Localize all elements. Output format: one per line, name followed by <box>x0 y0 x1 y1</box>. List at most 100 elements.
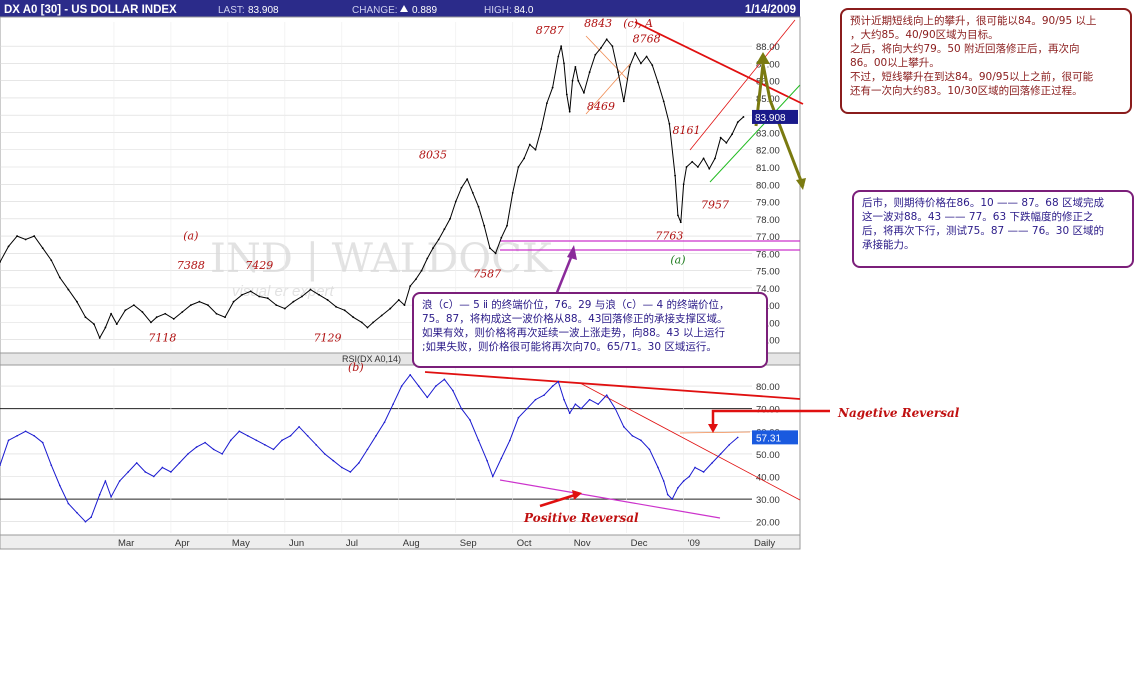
rsi-point <box>272 448 275 451</box>
price-point <box>172 318 175 320</box>
rsi-point <box>426 396 429 399</box>
rsi-point <box>392 403 394 405</box>
x-tick-label: May <box>232 538 250 549</box>
pointer-arrow-head <box>567 245 577 260</box>
rsi-point <box>127 471 129 473</box>
price-point <box>426 257 429 260</box>
price-point <box>164 312 167 315</box>
price-tick-label: 75.00 <box>756 267 780 278</box>
x-tick-label: Nov <box>574 538 591 549</box>
price-point <box>41 247 44 250</box>
note-top-line: 之后，将向大约79。50 附近回落修正后，再次向 <box>850 43 1080 55</box>
price-point <box>414 278 417 281</box>
rsi-point <box>298 425 300 428</box>
wave-label: 7129 <box>314 331 342 344</box>
price-point <box>16 235 18 237</box>
rsi-point <box>0 464 1 466</box>
price-point <box>731 133 733 136</box>
price-point <box>403 304 406 307</box>
price-point <box>115 323 118 326</box>
price-tick-label: 80.00 <box>756 180 780 191</box>
rsi-point <box>41 441 44 444</box>
rsi-point <box>24 430 27 433</box>
channel-upper-red <box>689 19 796 151</box>
price-point <box>594 53 597 56</box>
rsi-point <box>383 421 386 424</box>
price-point <box>617 71 620 73</box>
rsi-point <box>161 466 164 469</box>
rsi-point <box>500 457 503 460</box>
rsi-point <box>509 439 511 442</box>
negative-reversal-arrow <box>711 409 830 428</box>
rsi-point <box>90 516 92 518</box>
rsi-point <box>358 462 360 464</box>
x-tick-label: Apr <box>175 538 190 549</box>
wave-label: 8469 <box>587 100 615 113</box>
rsi-point <box>170 471 172 473</box>
price-point <box>565 93 568 96</box>
wave-label: 7763 <box>655 230 683 243</box>
rsi-point <box>366 448 369 451</box>
price-point <box>343 309 346 312</box>
price-point <box>366 326 369 329</box>
price-point <box>50 259 53 262</box>
rsi-tick-label: 50.00 <box>756 450 780 461</box>
x-tick-label: Sep <box>460 538 477 549</box>
note-top-line: 不过，短线攀升在到达84。90/95以上之前，很可能 <box>850 71 1094 83</box>
wave-b-label: (b) <box>348 361 364 374</box>
rsi-point <box>33 435 35 437</box>
rsi-tick-label: 20.00 <box>756 518 780 529</box>
rsi-tick-label: 40.00 <box>756 472 780 483</box>
rsi-point <box>657 466 659 469</box>
price-tick-label: 77.00 <box>756 232 780 243</box>
header-high-value: 84.0 <box>514 5 534 16</box>
header-change-value: 0.889 <box>412 5 437 16</box>
rsi-point <box>135 462 138 464</box>
price-point <box>249 290 252 293</box>
price-point <box>500 236 503 239</box>
price-point <box>207 304 209 307</box>
price-point <box>215 312 218 315</box>
rsi-down-trendline-thin <box>579 382 801 501</box>
price-point <box>517 166 520 168</box>
positive-reversal-label: Positive Reversal <box>523 511 639 525</box>
rsi-point <box>67 502 70 505</box>
price-point <box>528 143 531 146</box>
rsi-orange-line <box>679 431 751 434</box>
price-point <box>577 79 580 82</box>
note-mid: 后市，则期待价格在86。10 —— 87。68 区域完成 这一波对88。43 —… <box>852 190 1134 268</box>
rsi-point <box>332 459 335 462</box>
x-axis-strip <box>0 534 801 550</box>
rsi-point <box>671 498 674 500</box>
price-point <box>224 316 226 319</box>
price-point <box>232 300 235 303</box>
rsi-point <box>110 496 112 498</box>
price-point <box>574 65 577 68</box>
negative-reversal-arrowhead <box>708 424 718 433</box>
price-point <box>560 45 563 48</box>
price-tick-label: 74.00 <box>756 284 780 295</box>
rsi-down-trendline-bold <box>424 371 801 400</box>
price-point <box>611 45 614 48</box>
rsi-point <box>306 435 309 437</box>
price-point <box>674 174 676 177</box>
price-point <box>640 62 642 65</box>
price-point <box>241 293 244 296</box>
price-point <box>708 167 711 170</box>
price-point <box>397 299 400 301</box>
price-point <box>0 261 1 263</box>
note-top: 预计近期短线向上的攀升，很可能以84。90/95 以上 ，大约85。40/90区… <box>840 8 1132 114</box>
price-last-tag-text: 83.908 <box>755 113 786 124</box>
rsi-point <box>341 466 343 469</box>
price-point <box>454 200 457 203</box>
rsi-point <box>281 439 283 442</box>
price-point <box>318 293 320 296</box>
rsi-point <box>417 385 420 387</box>
wave-label: 8768 <box>633 33 661 46</box>
price-point <box>725 141 728 144</box>
rsi-point <box>323 453 326 455</box>
orange-channel-b <box>585 63 631 115</box>
rsi-point <box>469 419 471 421</box>
price-point <box>67 288 70 291</box>
